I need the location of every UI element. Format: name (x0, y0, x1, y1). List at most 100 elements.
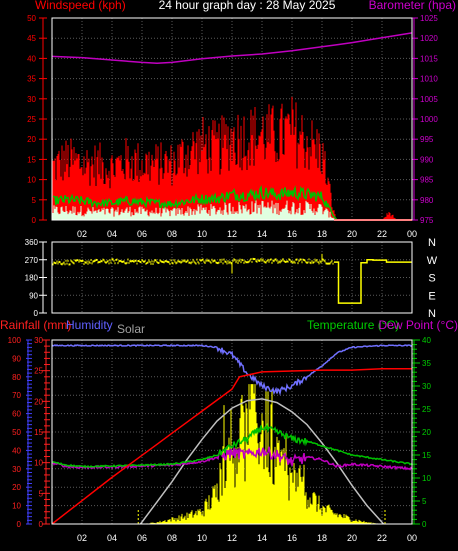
direction-plot-frame (51, 241, 413, 314)
wind-direction-trace (52, 253, 412, 304)
x-tick-label: 14 (257, 533, 267, 543)
x-tick-label: 06 (137, 229, 147, 239)
humidity-tick-label: 60 (12, 410, 21, 419)
windspeed-tick-label: 15 (27, 155, 36, 164)
x-tick-label: 22 (377, 533, 387, 543)
rainfall-tick-label: 5 (39, 489, 44, 498)
humidity-tick-label: 80 (12, 373, 21, 382)
compass-label: N (428, 308, 436, 320)
humidity-tick-label: 70 (12, 391, 21, 400)
dew-point-line (51, 446, 413, 471)
compass-label: W (427, 255, 438, 267)
x-tick-label: 18 (317, 533, 327, 543)
direction-tick-label: 180 (25, 274, 39, 283)
x-tick-label: 14 (257, 229, 267, 239)
rain-humidity-temp-panel: 0102030405060708090100051015202530051015… (8, 336, 432, 543)
rainfall-tick-label: 30 (34, 336, 43, 345)
barometer-tick-label: 1015 (420, 54, 438, 63)
direction-tick-label: 90 (29, 291, 38, 300)
barometer-tick-label: 1010 (420, 75, 438, 84)
rainfall-tick-label: 15 (34, 428, 43, 437)
chart-labels: 24 hour graph day : 28 May 2025 Windspee… (0, 0, 458, 336)
rainfall-axis-label: Rainfall (mm) (0, 318, 71, 332)
direction-tick-label: 270 (25, 256, 39, 265)
compass-label: E (428, 290, 435, 302)
temperature-tick-label: 20 (422, 428, 431, 437)
x-tick-label: 08 (167, 533, 177, 543)
x-tick-label: 16 (287, 229, 297, 239)
temperature-line (51, 422, 413, 469)
humidity-tick-label: 0 (17, 520, 22, 529)
x-tick-label: 20 (347, 229, 357, 239)
windspeed-tick-label: 50 (27, 14, 36, 23)
rainfall-tick-label: 0 (39, 520, 44, 529)
x-tick-label: 00 (407, 229, 417, 239)
x-tick-label: 02 (77, 533, 87, 543)
direction-tick-label: 360 (25, 238, 39, 247)
barometer-line (51, 32, 413, 64)
chart-title: 24 hour graph day : 28 May 2025 (159, 0, 336, 12)
x-tick-label: 10 (197, 533, 207, 543)
rainfall-tick-label: 10 (34, 459, 43, 468)
x-tick-label: 02 (77, 229, 87, 239)
dew-point-axis-label: Dew Point (°C) (379, 318, 458, 332)
barometer-tick-label: 975 (420, 216, 434, 225)
barometer-tick-label: 1025 (420, 14, 438, 23)
humidity-tick-label: 10 (12, 502, 21, 511)
windspeed-axis-label: Windspeed (kph) (35, 0, 126, 12)
temperature-axis-label: Temperature (°C) (307, 318, 399, 332)
x-tick-label: 16 (287, 533, 297, 543)
rainfall-tick-label: 20 (34, 397, 43, 406)
temperature-tick-label: 15 (422, 451, 431, 460)
x-tick-label: 22 (377, 229, 387, 239)
barometer-tick-label: 985 (420, 176, 434, 185)
x-tick-label: 12 (227, 533, 237, 543)
windspeed-tick-label: 40 (27, 54, 36, 63)
temperature-tick-label: 10 (422, 474, 431, 483)
wind-plot-frame (51, 17, 413, 221)
compass-label: S (428, 273, 435, 285)
barometer-tick-label: 1005 (420, 95, 438, 104)
x-tick-label: 10 (197, 229, 207, 239)
rainfall-line (51, 368, 412, 525)
barometer-tick-label: 1020 (420, 34, 438, 43)
barometer-tick-label: 1000 (420, 115, 438, 124)
temperature-tick-label: 0 (422, 520, 427, 529)
windspeed-tick-label: 25 (27, 115, 36, 124)
x-tick-label: 04 (107, 533, 117, 543)
x-tick-label: 00 (407, 533, 417, 543)
x-tick-label: 12 (227, 229, 237, 239)
humidity-tick-label: 30 (12, 465, 21, 474)
windspeed-tick-label: 45 (27, 34, 36, 43)
windspeed-tick-label: 5 (32, 196, 37, 205)
humidity-tick-label: 90 (12, 354, 21, 363)
barometer-tick-label: 990 (420, 155, 434, 164)
humidity-axis-label: Humidity (66, 318, 113, 332)
x-tick-label: 04 (107, 229, 117, 239)
x-tick-label: 08 (167, 229, 177, 239)
humidity-tick-label: 40 (12, 446, 21, 455)
humidity-tick-label: 50 (12, 428, 21, 437)
windspeed-tick-label: 0 (32, 216, 37, 225)
solar-label: Solar (117, 322, 145, 336)
barometer-tick-label: 995 (420, 135, 434, 144)
direction-tick-label: 0 (34, 309, 39, 318)
temperature-tick-label: 30 (422, 382, 431, 391)
windspeed-tick-label: 30 (27, 95, 36, 104)
humidity-tick-label: 20 (12, 483, 21, 492)
x-tick-label: 20 (347, 533, 357, 543)
temperature-tick-label: 5 (422, 497, 427, 506)
rain-plot-frame (51, 339, 413, 525)
barometer-tick-label: 980 (420, 196, 434, 205)
compass-label: N (428, 237, 436, 249)
wind-barometer-panel: 0510152025303540455097598098599099510001… (27, 14, 438, 239)
barometer-axis-label: Barometer (hpa) (369, 0, 456, 12)
x-tick-label: 18 (317, 229, 327, 239)
x-tick-label: 06 (137, 533, 147, 543)
windspeed-tick-label: 35 (27, 75, 36, 84)
windspeed-tick-label: 20 (27, 135, 36, 144)
humidity-tick-label: 100 (8, 336, 22, 345)
temperature-tick-label: 35 (422, 359, 431, 368)
